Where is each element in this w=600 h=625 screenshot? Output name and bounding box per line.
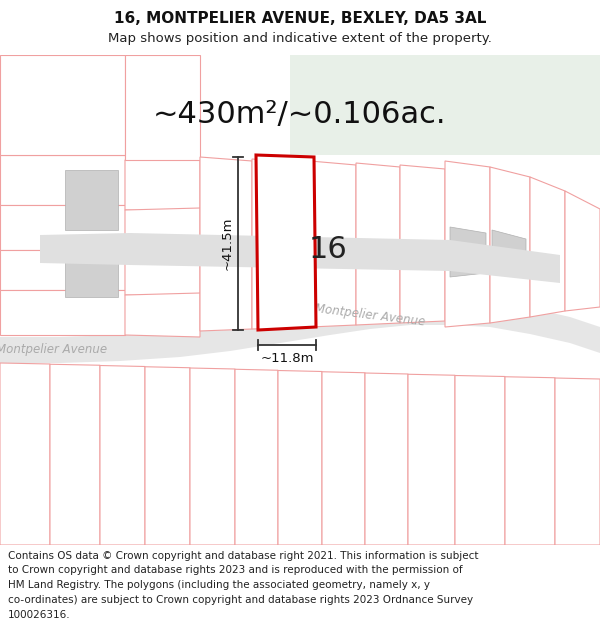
Polygon shape xyxy=(408,374,455,545)
Polygon shape xyxy=(278,371,322,545)
Text: 16, MONTPELIER AVENUE, BEXLEY, DA5 3AL: 16, MONTPELIER AVENUE, BEXLEY, DA5 3AL xyxy=(114,11,486,26)
Polygon shape xyxy=(252,159,310,329)
Polygon shape xyxy=(505,377,555,545)
Text: Montpelier Avenue: Montpelier Avenue xyxy=(0,344,107,356)
Polygon shape xyxy=(100,366,145,545)
Polygon shape xyxy=(125,55,200,160)
Polygon shape xyxy=(0,299,600,363)
Text: ~430m²/~0.106ac.: ~430m²/~0.106ac. xyxy=(153,101,447,129)
Polygon shape xyxy=(125,293,200,337)
Text: to Crown copyright and database rights 2023 and is reproduced with the permissio: to Crown copyright and database rights 2… xyxy=(8,566,463,576)
Polygon shape xyxy=(0,55,125,155)
Polygon shape xyxy=(445,161,490,327)
Text: Montpelier Avenue: Montpelier Avenue xyxy=(314,302,426,328)
Polygon shape xyxy=(190,368,235,545)
Polygon shape xyxy=(450,240,560,283)
Text: Contains OS data © Crown copyright and database right 2021. This information is : Contains OS data © Crown copyright and d… xyxy=(8,551,478,561)
Polygon shape xyxy=(565,191,600,311)
Polygon shape xyxy=(0,155,125,205)
Polygon shape xyxy=(322,372,365,545)
Polygon shape xyxy=(65,243,118,297)
Polygon shape xyxy=(0,290,125,335)
Polygon shape xyxy=(492,230,526,273)
Polygon shape xyxy=(65,170,118,230)
Polygon shape xyxy=(365,373,408,545)
Polygon shape xyxy=(40,233,130,265)
Text: 100026316.: 100026316. xyxy=(8,610,70,620)
Text: co-ordinates) are subject to Crown copyright and database rights 2023 Ordnance S: co-ordinates) are subject to Crown copyr… xyxy=(8,595,473,605)
Polygon shape xyxy=(0,250,125,290)
Polygon shape xyxy=(290,55,600,155)
Text: 16: 16 xyxy=(308,236,347,264)
Polygon shape xyxy=(455,376,505,545)
Polygon shape xyxy=(130,233,450,271)
Text: Map shows position and indicative extent of the property.: Map shows position and indicative extent… xyxy=(108,32,492,45)
Polygon shape xyxy=(125,158,200,212)
Polygon shape xyxy=(125,208,200,257)
Polygon shape xyxy=(555,378,600,545)
Polygon shape xyxy=(145,367,190,545)
Polygon shape xyxy=(310,161,356,327)
Polygon shape xyxy=(490,167,530,323)
Polygon shape xyxy=(50,364,100,545)
Polygon shape xyxy=(0,205,125,250)
Polygon shape xyxy=(235,369,278,545)
Polygon shape xyxy=(200,157,252,331)
Polygon shape xyxy=(0,363,50,545)
Polygon shape xyxy=(450,227,486,277)
Text: ~11.8m: ~11.8m xyxy=(260,352,314,366)
Text: HM Land Registry. The polygons (including the associated geometry, namely x, y: HM Land Registry. The polygons (includin… xyxy=(8,580,430,590)
Polygon shape xyxy=(400,165,445,323)
Text: ~41.5m: ~41.5m xyxy=(221,217,233,270)
Polygon shape xyxy=(125,253,200,297)
Polygon shape xyxy=(256,155,316,330)
Polygon shape xyxy=(356,163,400,325)
Polygon shape xyxy=(530,177,565,317)
